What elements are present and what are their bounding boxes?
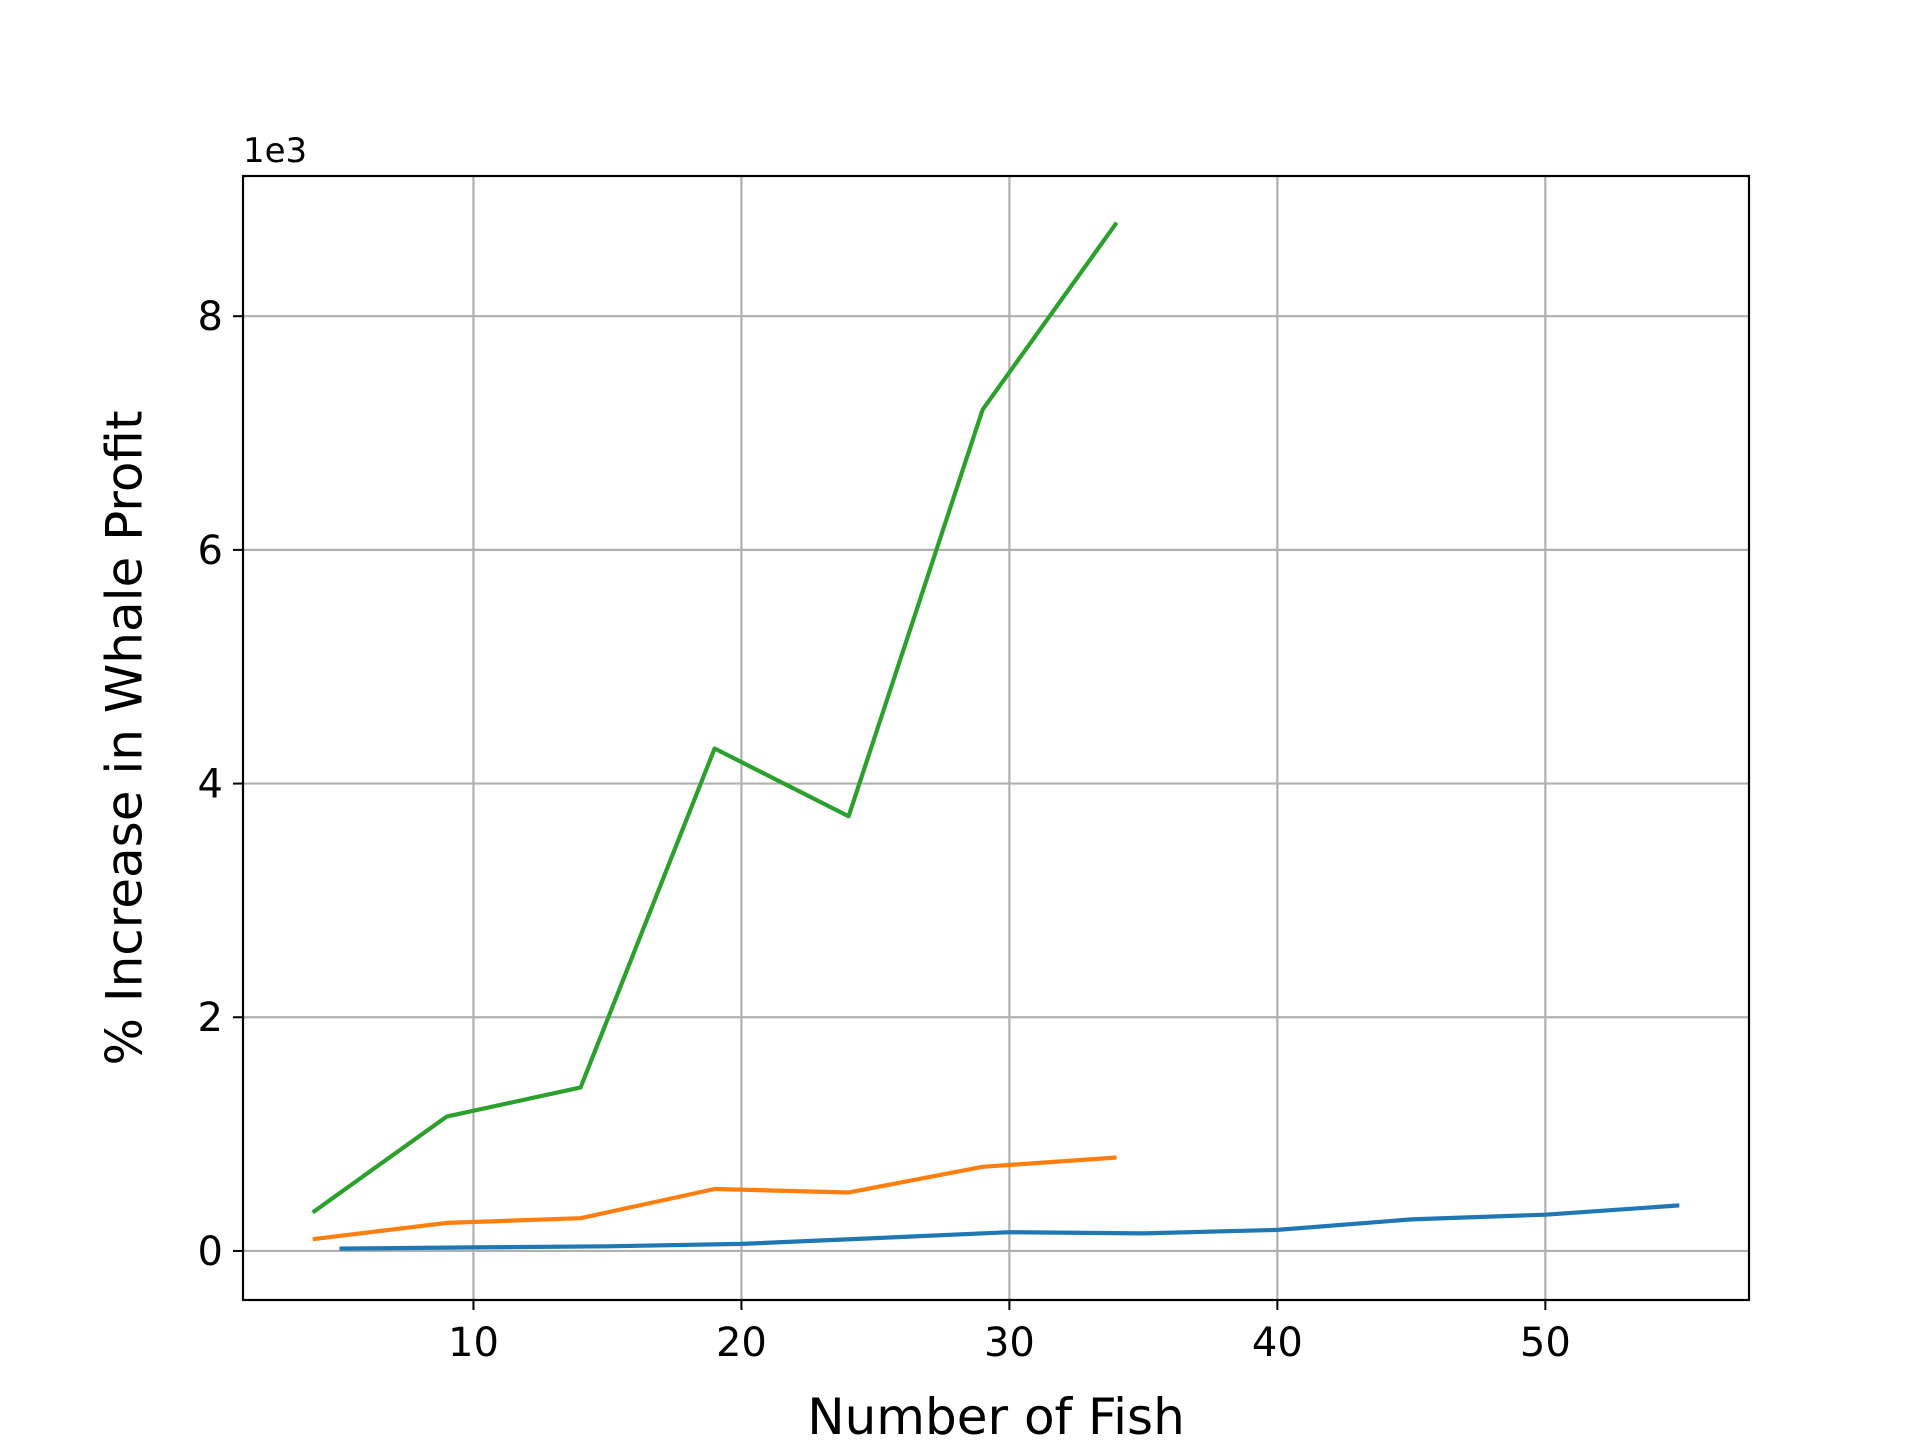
y-tick-label: 8	[198, 294, 223, 340]
y-axis-offset-text: 1e3	[243, 131, 307, 171]
series-line-3	[311, 221, 1119, 1215]
x-tick-labels: 10 20 30 40 50	[448, 1320, 1571, 1366]
grid	[243, 176, 1749, 1300]
y-tick-label: 0	[198, 1229, 223, 1275]
y-tick-label: 6	[198, 528, 223, 574]
x-tick-label: 40	[1252, 1320, 1303, 1366]
x-tick-label: 20	[716, 1320, 767, 1366]
series-lines	[311, 221, 1680, 1251]
x-tick-label: 50	[1520, 1320, 1571, 1366]
y-tick-labels: 0 2 4 6 8	[198, 294, 223, 1275]
x-tick-label: 30	[984, 1320, 1035, 1366]
x-axis-label: Number of Fish	[807, 1388, 1185, 1440]
y-tick-label: 2	[198, 995, 223, 1041]
tick-marks	[233, 315, 1547, 1310]
y-tick-label: 4	[198, 762, 223, 808]
plot-frame	[241, 174, 1751, 1302]
series-line-2	[312, 1155, 1117, 1242]
x-tick-label: 10	[448, 1320, 499, 1366]
y-axis-label: % Increase in Whale Profit	[96, 410, 154, 1065]
series-line-1	[339, 1203, 1680, 1251]
